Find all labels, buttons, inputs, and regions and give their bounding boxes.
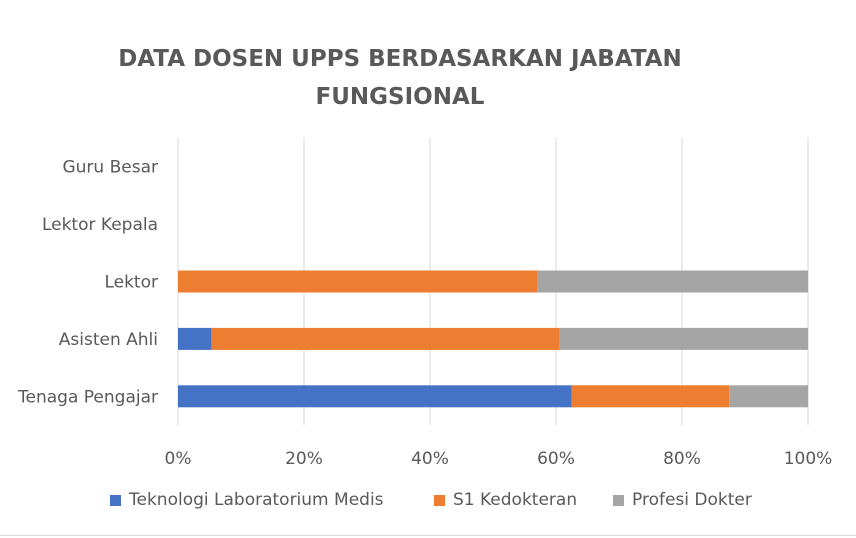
bars bbox=[178, 270, 808, 408]
category-label: Asisten Ahli bbox=[59, 330, 158, 350]
legend-item: Profesi Dokter bbox=[613, 490, 752, 510]
bar-segment bbox=[211, 327, 560, 350]
legend-swatch bbox=[613, 494, 624, 506]
legend-label: S1 Kedokteran bbox=[453, 490, 578, 510]
bar-chart-plot: Guru Besar Lektor Kepala Lektor Asisten Ahl… bbox=[17, 138, 833, 469]
category-labels: Guru Besar Lektor Kepala Lektor Asisten Ahl… bbox=[17, 158, 158, 408]
legend-label: Teknologi Laboratorium Medis bbox=[129, 490, 384, 510]
bar-segment bbox=[729, 385, 808, 408]
category-label: Lektor bbox=[104, 273, 158, 293]
legend-swatch bbox=[110, 494, 121, 506]
x-tick-label: 80% bbox=[663, 449, 701, 469]
legend-label: Profesi Dokter bbox=[632, 490, 752, 510]
chart-title: DATA DOSEN UPPS BERDASARKAN JABATAN FUNG… bbox=[0, 40, 800, 116]
chart-title-line-2: FUNGSIONAL bbox=[315, 84, 485, 110]
divider bbox=[0, 535, 856, 536]
legend: Teknologi Laboratorium Medis S1 Kedoktera… bbox=[0, 490, 856, 516]
x-tick-label: 20% bbox=[285, 449, 323, 469]
category-label: Tenaga Pengajar bbox=[17, 387, 158, 407]
x-tick-label: 100% bbox=[784, 449, 833, 469]
bar-segment bbox=[559, 327, 808, 350]
bar-segment bbox=[178, 270, 538, 293]
bar-segment bbox=[537, 270, 808, 293]
bar-segment bbox=[178, 385, 572, 408]
category-label: Guru Besar bbox=[62, 158, 158, 178]
bar-segment bbox=[571, 385, 730, 408]
x-tick-label: 0% bbox=[165, 449, 192, 469]
legend-swatch bbox=[434, 494, 445, 506]
legend-item: Teknologi Laboratorium Medis bbox=[110, 490, 384, 510]
x-tick-labels: 0% 20% 40% 60% 80% 100% bbox=[165, 449, 833, 469]
x-tick-label: 60% bbox=[537, 449, 575, 469]
legend-item: S1 Kedokteran bbox=[434, 490, 577, 510]
bar-segment bbox=[178, 327, 212, 350]
category-label: Lektor Kepala bbox=[42, 215, 158, 235]
chart-title-line-1: DATA DOSEN UPPS BERDASARKAN JABATAN bbox=[118, 46, 682, 72]
x-tick-label: 40% bbox=[411, 449, 449, 469]
